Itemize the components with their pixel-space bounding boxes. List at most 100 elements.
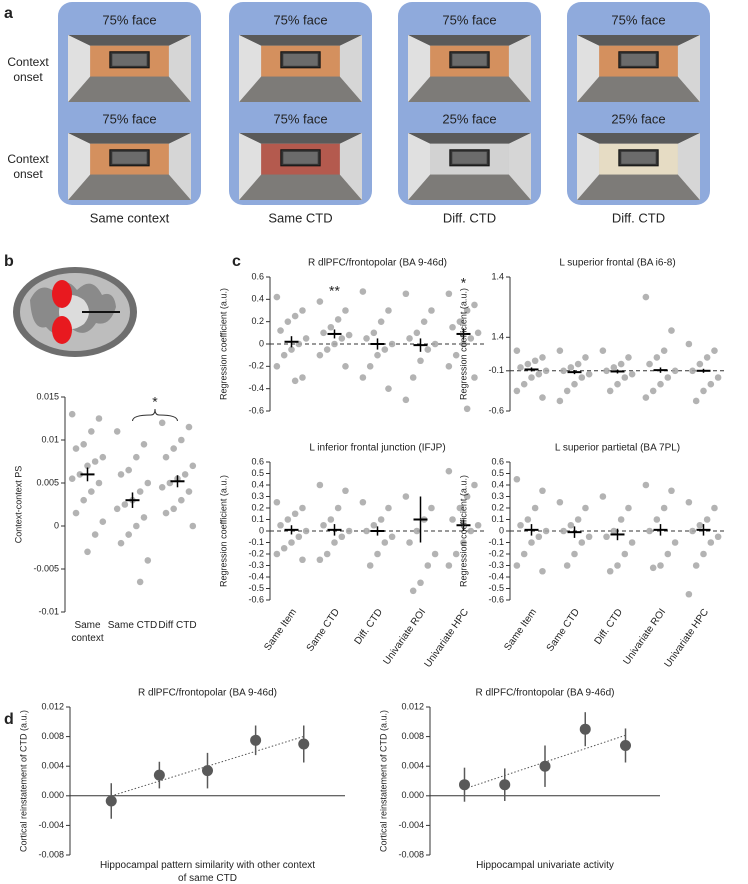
data-point (105, 795, 117, 807)
data-point (338, 335, 346, 342)
data-point (513, 562, 521, 569)
room-part (283, 53, 318, 66)
room-part (239, 76, 362, 102)
y-tick-label: -0.008 (398, 849, 424, 859)
data-point (649, 387, 657, 395)
y-tick-label: -0.6 (248, 594, 264, 604)
room-part (68, 76, 191, 102)
data-point (474, 329, 482, 337)
room-label: 25% face (442, 111, 496, 126)
data-point (125, 466, 132, 474)
data-point (685, 498, 693, 506)
y-tick-label: 0.012 (41, 701, 64, 711)
data-point (288, 346, 295, 353)
room-part (239, 174, 362, 200)
data-point (471, 301, 478, 309)
data-point (125, 531, 132, 538)
room-part (621, 151, 656, 164)
data-point (513, 347, 521, 355)
data-point (250, 734, 262, 746)
data-point (342, 307, 349, 314)
data-point (136, 578, 144, 586)
data-point (606, 567, 614, 575)
data-point (517, 364, 524, 371)
data-point (664, 374, 672, 381)
room-part (577, 35, 700, 46)
data-point (189, 462, 197, 470)
data-point (571, 550, 578, 558)
data-point (72, 445, 80, 452)
data-point (513, 475, 521, 483)
data-point (273, 498, 281, 506)
data-point (316, 351, 324, 359)
data-point (284, 516, 292, 523)
significance: * (461, 274, 467, 290)
data-point (280, 351, 288, 359)
x-axis-label: Hippocampal univariate activity (476, 860, 614, 871)
y-tick-label: 0.5 (491, 468, 504, 478)
data-point (685, 590, 693, 598)
data-point (463, 405, 471, 413)
data-point (113, 505, 121, 513)
data-point (539, 487, 546, 495)
data-point (158, 419, 166, 427)
data-point (449, 516, 456, 523)
data-point (431, 340, 439, 348)
data-point (359, 288, 367, 295)
room-label: 75% face (611, 12, 665, 27)
y-tick-label: 0.015 (36, 391, 59, 401)
data-point (428, 307, 435, 314)
data-point (625, 354, 632, 361)
y-tick-label: 0.5 (251, 468, 264, 478)
data-point (642, 293, 650, 301)
data-point (291, 510, 299, 518)
condition-caption: Same context (90, 210, 170, 225)
bracket (132, 408, 178, 422)
room-part (577, 133, 700, 144)
data-point (460, 539, 467, 546)
data-point (68, 410, 76, 418)
data-point (671, 539, 679, 546)
room (239, 35, 362, 102)
data-point (170, 505, 177, 513)
y-tick-label: 0.4 (251, 294, 264, 304)
data-point (299, 374, 306, 381)
data-point (585, 533, 593, 541)
data-point (603, 367, 610, 375)
data-point (385, 307, 392, 314)
data-point (460, 340, 467, 348)
data-point (456, 504, 464, 512)
x-tick-label: Univariate ROI (621, 607, 668, 667)
room-part (577, 35, 600, 102)
data-point (413, 329, 421, 337)
room-part (508, 133, 531, 200)
data-point (531, 357, 539, 365)
data-point (302, 527, 310, 535)
data-point (696, 521, 704, 529)
y-tick-label: -0.2 (488, 548, 504, 558)
data-point (424, 346, 432, 353)
data-point (617, 516, 625, 523)
data-point (707, 539, 715, 546)
data-point (170, 445, 177, 452)
room-part (239, 35, 262, 102)
data-point (535, 370, 543, 378)
data-point (582, 504, 589, 512)
data-point (610, 364, 618, 371)
data-point (452, 550, 460, 558)
x-tick-label: Same CTD (545, 607, 582, 654)
data-point (646, 527, 653, 535)
data-point (567, 364, 575, 371)
data-point (707, 380, 715, 388)
data-point (273, 293, 281, 301)
data-point (273, 363, 281, 370)
data-point (625, 504, 632, 512)
data-point (144, 479, 152, 487)
y-tick-label: -0.005 (33, 563, 59, 573)
data-point (158, 484, 166, 491)
x-axis-label: Hippocampal pattern similarity with othe… (99, 860, 316, 884)
data-point (711, 504, 718, 512)
data-point (578, 539, 586, 546)
